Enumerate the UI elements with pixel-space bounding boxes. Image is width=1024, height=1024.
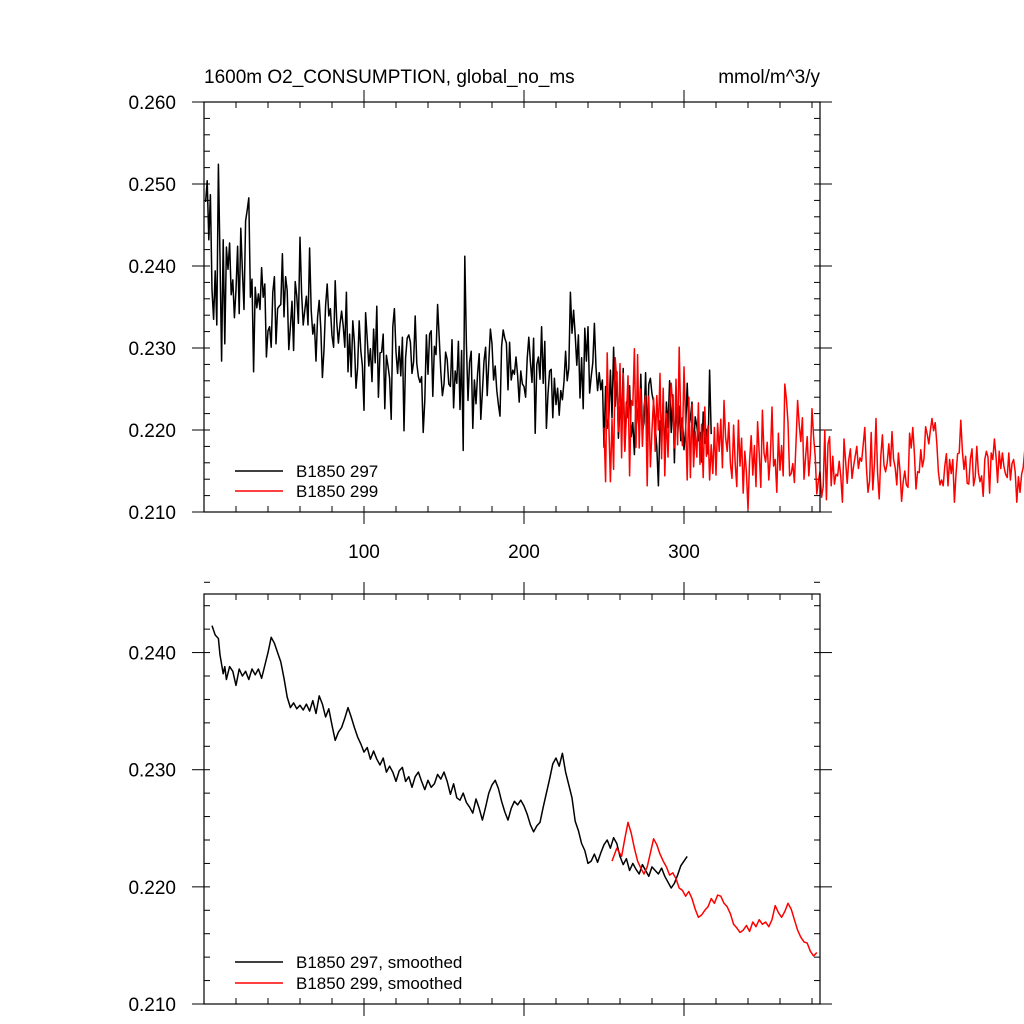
raw-ytick-label: 0.240 [128, 257, 176, 278]
smoothed-ytick-label: 0.230 [128, 761, 176, 782]
smoothed-legend-label-299: B1850 299, smoothed [296, 974, 462, 993]
raw-title-left: 1600m O2_CONSUMPTION, global_no_ms [204, 67, 575, 88]
raw-ytick-label: 0.220 [128, 421, 176, 442]
smoothed-ytick-label: 0.210 [128, 995, 176, 1016]
smoothed-plot-frame [203, 593, 821, 1005]
smoothed-series-line-b1850-299-smoothed [611, 821, 818, 957]
raw-legend: B1850 297 B1850 299 [235, 462, 378, 501]
smoothed-series [211, 625, 818, 957]
raw-panel: 1600m O2_CONSUMPTION, global_no_ms mmol/… [128, 67, 1024, 563]
raw-xtick-label: 300 [668, 542, 700, 563]
smoothed-panel: 0.210 0.220 0.230 0.240 B1850 297, smoothed… [128, 581, 832, 1016]
smoothed-legend: B1850 297, smoothed B1850 299, smoothed [235, 953, 462, 993]
smoothed-series-line-b1850-297-smoothed [211, 625, 688, 889]
raw-xtick-label: 200 [508, 542, 540, 563]
raw-ytick-label: 0.260 [128, 93, 176, 114]
smoothed-ytick-label: 0.240 [128, 644, 176, 665]
raw-plot-frame [203, 101, 821, 513]
raw-series-line-b1850-299 [603, 346, 1024, 511]
raw-title-right: mmol/m^3/y [718, 67, 820, 88]
raw-ytick-label: 0.210 [128, 503, 176, 524]
raw-xtick-label: 100 [348, 542, 380, 563]
smoothed-ytick-label: 0.220 [128, 878, 176, 899]
smoothed-legend-label-297: B1850 297, smoothed [296, 953, 462, 972]
raw-ytick-label: 0.230 [128, 339, 176, 360]
raw-ytick-label: 0.250 [128, 175, 176, 196]
raw-series [204, 163, 1024, 511]
raw-legend-label-297: B1850 297 [296, 462, 378, 481]
raw-tick-labels: 0.210 0.220 0.230 0.240 0.250 0.260 100 200 300 [128, 93, 699, 563]
raw-legend-label-299: B1850 299 [296, 482, 378, 501]
smoothed-tick-labels: 0.210 0.220 0.230 0.240 [128, 644, 176, 1016]
